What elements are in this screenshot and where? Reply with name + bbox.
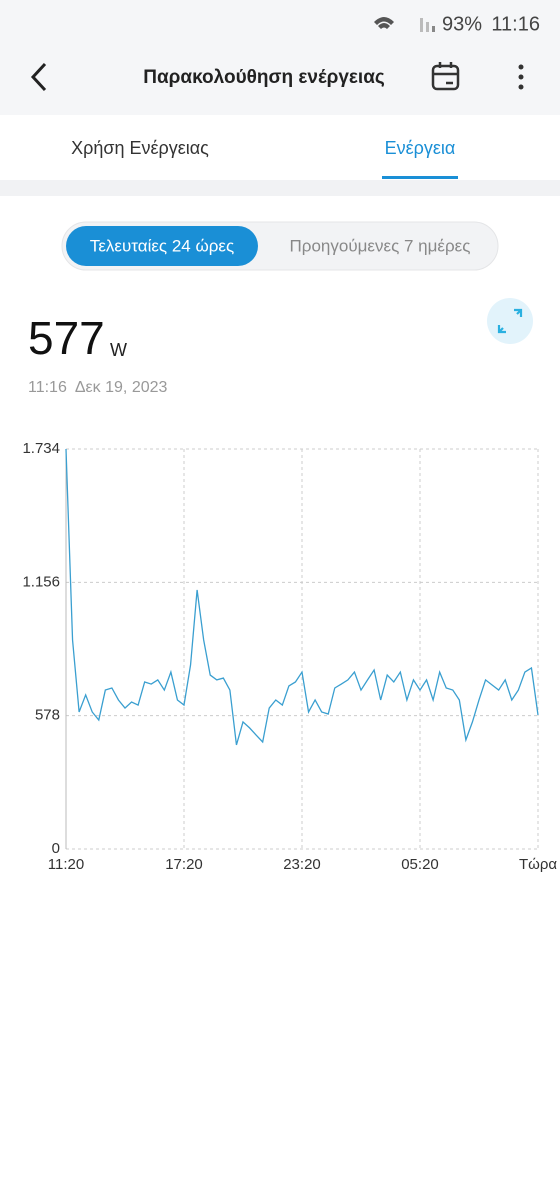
segment-active[interactable]	[66, 226, 258, 266]
calendar-button[interactable]	[431, 62, 460, 91]
timestamp: 11:16 Δεκ 19, 2023	[28, 379, 168, 396]
chart: 0 578 1.156 1.734 11:20 17:20 23:20 05:20 Τώρα	[22, 440, 557, 873]
y-tick-label: 578	[35, 707, 60, 724]
x-tick-label: 23:20	[283, 856, 321, 873]
reading-value: 577	[28, 312, 105, 364]
battery: 93%	[442, 13, 482, 35]
data-line	[65, 448, 539, 746]
x-tick-label: 11:20	[48, 856, 84, 873]
segment-label[interactable]: Τελευταίες 24 ώρες	[90, 236, 234, 255]
tab-active[interactable]: Ενέργεια	[385, 138, 456, 158]
header-title: Παρακολούθηση ενέργειας	[143, 67, 385, 88]
y-tick-label: 0	[52, 840, 60, 857]
tab-indicator	[382, 176, 458, 179]
tab[interactable]: Χρήση Ενέργειας	[71, 138, 209, 158]
segment-label[interactable]: Προηγούμενες 7 ημέρες	[290, 236, 471, 255]
divider	[0, 180, 560, 196]
status-icons	[374, 17, 435, 32]
clock: 11:16	[491, 13, 540, 35]
header-bg	[0, 0, 560, 115]
expand-button[interactable]	[487, 298, 533, 344]
more-button[interactable]	[518, 64, 524, 90]
y-tick-label: 1.734	[22, 440, 60, 457]
x-tick-label: Τώρα	[519, 856, 557, 873]
y-tick-label: 1.156	[22, 573, 60, 590]
x-tick-label: 05:20	[401, 856, 439, 873]
back-button[interactable]	[30, 62, 47, 92]
x-tick-label: 17:20	[165, 856, 203, 873]
reading-unit: W	[110, 340, 127, 360]
